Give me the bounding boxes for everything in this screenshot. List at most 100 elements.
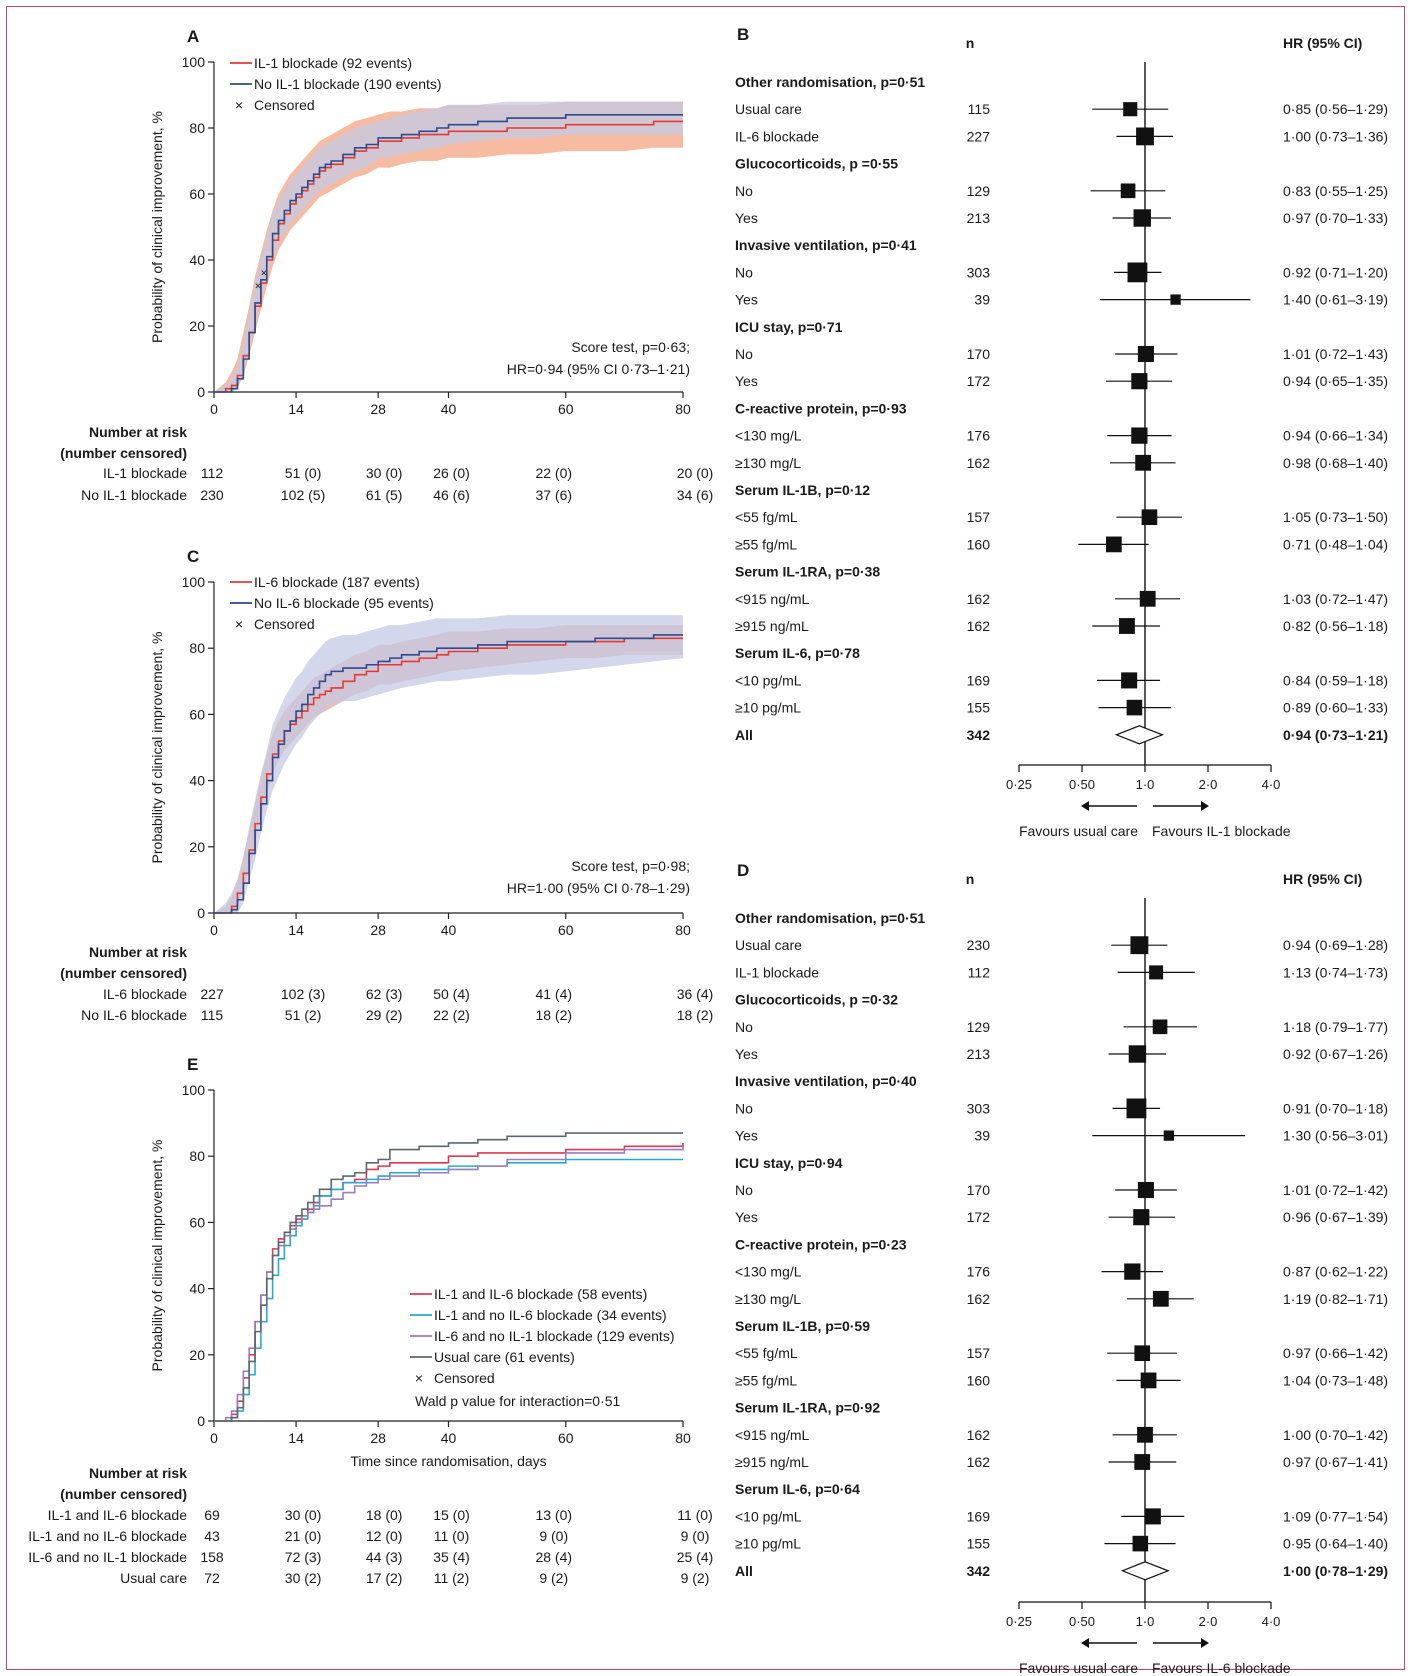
legend-item: Usual care (61 events) (434, 1349, 575, 1365)
subgroup-row-label: Usual care (735, 101, 802, 117)
risk-value: 18 (2) (677, 1007, 714, 1023)
risk-value: 18 (0) (366, 1507, 403, 1523)
hr-ci-text: 0·97 (0·67–1·41) (1283, 1454, 1388, 1470)
favours-left-label: Favours usual care (1019, 1660, 1138, 1676)
panel-label-b: B (737, 25, 749, 44)
hr-point-square (1149, 965, 1164, 980)
subgroup-row-label: <915 ng/mL (735, 1427, 810, 1443)
risk-row-label: IL-6 blockade (103, 986, 187, 1002)
subgroup-header: ICU stay, p=0·94 (735, 1155, 843, 1171)
subgroup-row-label: No (735, 1100, 753, 1116)
y-tick-label: 40 (189, 773, 205, 789)
risk-value: 46 (6) (433, 487, 470, 503)
y-tick-label: 60 (189, 706, 205, 722)
hr-point-square (1130, 936, 1149, 955)
risk-value: 30 (0) (366, 465, 403, 481)
hr-point-square (1121, 672, 1138, 689)
hr-ci-text: 0·94 (0·66–1·34) (1283, 428, 1388, 444)
forest-x-tick-label: 2·0 (1199, 777, 1218, 792)
risk-value: 34 (6) (677, 487, 714, 503)
legend-censored: Censored (254, 97, 315, 113)
y-tick-label: 100 (182, 1082, 206, 1098)
subgroup-row-label: <10 pg/mL (735, 1508, 802, 1524)
risk-value: 41 (4) (535, 986, 572, 1002)
subgroup-header: Serum IL-1B, p=0·59 (735, 1318, 870, 1334)
subgroup-header: C-reactive protein, p=0·23 (735, 1236, 907, 1252)
legend-item: IL-1 and IL-6 blockade (58 events) (434, 1286, 647, 1302)
risk-table-title: Number at risk (89, 424, 187, 440)
risk-value: 9 (2) (539, 1570, 568, 1586)
subgroup-n: 115 (968, 101, 991, 117)
risk-row-label: No IL-1 blockade (81, 487, 187, 503)
subgroup-row-label: Yes (735, 1128, 758, 1144)
km-line-1 (214, 634, 683, 914)
hr-ci-text: 1·00 (0·70–1·42) (1283, 1427, 1388, 1443)
risk-value: 102 (5) (281, 487, 325, 503)
risk-value: 227 (200, 986, 224, 1002)
x-tick-label: 28 (370, 1430, 386, 1446)
subgroup-row-label: Yes (735, 292, 758, 308)
y-tick-label: 20 (189, 318, 205, 334)
risk-value: 51 (0) (285, 465, 322, 481)
risk-value: 44 (3) (366, 1549, 403, 1565)
risk-value: 102 (3) (281, 986, 325, 1002)
hr-ci-text: 1·00 (0·78–1·29) (1283, 1563, 1388, 1579)
risk-value: 22 (0) (535, 465, 572, 481)
hr-ci-text: 1·18 (0·79–1·77) (1283, 1019, 1388, 1035)
hr-ci-text: 1·03 (0·72–1·47) (1283, 591, 1388, 607)
subgroup-header: Serum IL-6, p=0·64 (735, 1481, 860, 1497)
legend-item: No IL-6 blockade (95 events) (254, 595, 434, 611)
ci-band-1 (214, 101, 683, 392)
hr-ci-text: 0·85 (0·56–1·29) (1283, 101, 1388, 117)
hr-point-square (1123, 102, 1138, 117)
risk-value: 43 (204, 1528, 220, 1544)
subgroup-row-label: No (735, 1019, 753, 1035)
subgroup-n: 129 (967, 1019, 991, 1035)
subgroup-row-label: ≥130 mg/L (735, 455, 801, 471)
km-line-2 (214, 1146, 684, 1422)
hr-ci-text: 1·09 (0·77–1·54) (1283, 1508, 1388, 1524)
hr-point-square (1128, 1045, 1147, 1063)
subgroup-row-label: ≥55 fg/mL (735, 1372, 797, 1388)
x-tick-label: 60 (558, 401, 574, 417)
stat-annotation: Wald p value for interaction=0·51 (415, 1393, 621, 1409)
subgroup-n: 172 (967, 373, 991, 389)
y-tick-label: 80 (189, 640, 205, 656)
risk-value: 72 (3) (285, 1549, 322, 1565)
risk-value: 11 (0) (677, 1507, 713, 1523)
hr-point-square (1152, 1290, 1169, 1307)
hr-ci-text: 0·92 (0·67–1·26) (1283, 1046, 1388, 1062)
hr-point-square (1139, 590, 1156, 607)
favours-right-arrowhead (1201, 801, 1209, 811)
y-tick-label: 80 (189, 120, 205, 136)
subgroup-n: 157 (967, 1345, 991, 1361)
legend-censored: Censored (434, 1370, 495, 1386)
subgroup-row-label: IL-6 blockade (735, 128, 819, 144)
subgroup-n: 172 (967, 1209, 991, 1225)
x-tick-label: 40 (441, 922, 457, 938)
legend-item: IL-6 blockade (187 events) (254, 574, 420, 590)
x-tick-label: 14 (288, 401, 304, 417)
y-tick-label: 40 (189, 252, 205, 268)
hr-point-square (1126, 699, 1143, 716)
x-tick-label: 60 (558, 922, 574, 938)
overall-diamond (1120, 1561, 1170, 1581)
x-tick-label: 40 (441, 1430, 457, 1446)
forest-x-tick-label: 0·50 (1069, 1614, 1095, 1629)
subgroup-n: 170 (967, 346, 991, 362)
subgroup-row-label: IL-1 blockade (735, 964, 819, 980)
panel-label-c: C (187, 547, 199, 566)
subgroup-n: 162 (967, 1427, 991, 1443)
risk-value: 20 (0) (677, 465, 714, 481)
hr-ci-text: 1·01 (0·72–1·42) (1283, 1182, 1388, 1198)
risk-value: 13 (0) (535, 1507, 572, 1523)
legend-censor-marker: × (235, 616, 243, 632)
subgroup-header: Glucocorticoids, p =0·55 (735, 156, 898, 172)
hr-ci-text: 1·05 (0·73–1·50) (1283, 509, 1388, 525)
hr-ci-text: 1·19 (0·82–1·71) (1283, 1291, 1388, 1307)
risk-table-title: Number at risk (89, 944, 187, 960)
forest-x-tick-label: 4·0 (1262, 1614, 1281, 1629)
subgroup-row-label: No (735, 183, 753, 199)
y-tick-label: 40 (189, 1281, 205, 1297)
subgroup-n: 169 (967, 1508, 991, 1524)
